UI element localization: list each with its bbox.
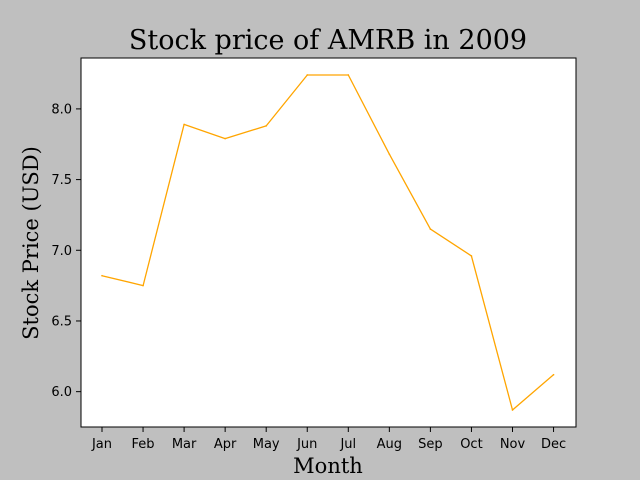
y-tick-label: 6.0 [51,385,72,400]
x-axis-label: Month [293,454,363,478]
x-tick-label: Aug [377,437,402,452]
y-axis-label: Stock Price (USD) [19,146,43,340]
data-point-jul [347,74,350,76]
data-point-sep [429,228,432,230]
x-tick-label: Sep [418,437,443,452]
chart-title: Stock price of AMRB in 2009 [129,25,527,56]
data-point-jan [101,274,103,277]
x-tick-label: Oct [460,437,482,452]
y-tick-label: 8.0 [51,102,72,117]
data-point-mar [183,123,185,126]
x-tick-label: Nov [500,437,526,452]
x-tick-label: Apr [214,437,237,452]
x-axis: Jan Feb Mar Apr May Jun Jul Aug Sep Oct Nov Dec [91,427,566,452]
y-tick-label: 7.5 [51,173,72,188]
data-point-nov [511,409,514,411]
x-tick-label: Mar [172,437,197,452]
x-tick-label: Jun [296,437,317,452]
data-point-apr [224,137,226,140]
data-point-oct [470,255,473,257]
x-tick-label: May [253,437,280,452]
data-point-jun [306,74,309,76]
x-tick-label: Feb [132,437,155,452]
data-point-dec [552,373,555,376]
x-tick-label: Jul [339,437,356,452]
series-line [101,74,554,411]
plot-area [81,58,576,427]
y-tick-label: 6.5 [51,314,72,329]
data-point-aug [388,153,391,155]
x-tick-label: Dec [541,437,566,452]
y-axis: 6.0 6.5 7.0 7.5 8.0 [51,102,81,400]
series-layer [101,74,555,411]
y-tick-label: 7.0 [51,244,72,259]
data-point-feb [142,284,144,287]
x-tick-label: Jan [91,437,112,452]
data-point-may [265,125,268,127]
plot-frame [80,57,577,428]
